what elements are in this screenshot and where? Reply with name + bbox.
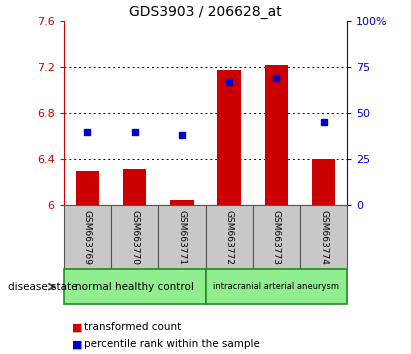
Title: GDS3903 / 206628_at: GDS3903 / 206628_at	[129, 5, 282, 19]
Bar	[170, 200, 194, 205]
Bar	[64, 205, 111, 269]
Text: ■: ■	[72, 322, 83, 332]
Text: disease state: disease state	[8, 282, 78, 292]
Bar	[111, 205, 158, 269]
Text: GSM663769: GSM663769	[83, 210, 92, 265]
Text: percentile rank within the sample: percentile rank within the sample	[84, 339, 260, 349]
Bar	[253, 205, 300, 269]
Text: GSM663770: GSM663770	[130, 210, 139, 265]
Bar	[312, 159, 335, 205]
Bar	[206, 269, 347, 304]
Bar	[300, 205, 347, 269]
Bar	[217, 70, 241, 205]
Text: GSM663773: GSM663773	[272, 210, 281, 265]
Bar	[76, 171, 99, 205]
Bar	[206, 205, 253, 269]
Bar	[123, 169, 146, 205]
Text: GSM663774: GSM663774	[319, 210, 328, 265]
Text: ■: ■	[72, 339, 83, 349]
Text: GSM663772: GSM663772	[225, 210, 233, 265]
Bar	[158, 205, 206, 269]
Text: normal healthy control: normal healthy control	[75, 282, 194, 292]
Text: transformed count: transformed count	[84, 322, 182, 332]
Bar	[64, 269, 206, 304]
Text: GSM663771: GSM663771	[178, 210, 186, 265]
Text: intracranial arterial aneurysm: intracranial arterial aneurysm	[213, 282, 339, 291]
Bar	[265, 65, 288, 205]
